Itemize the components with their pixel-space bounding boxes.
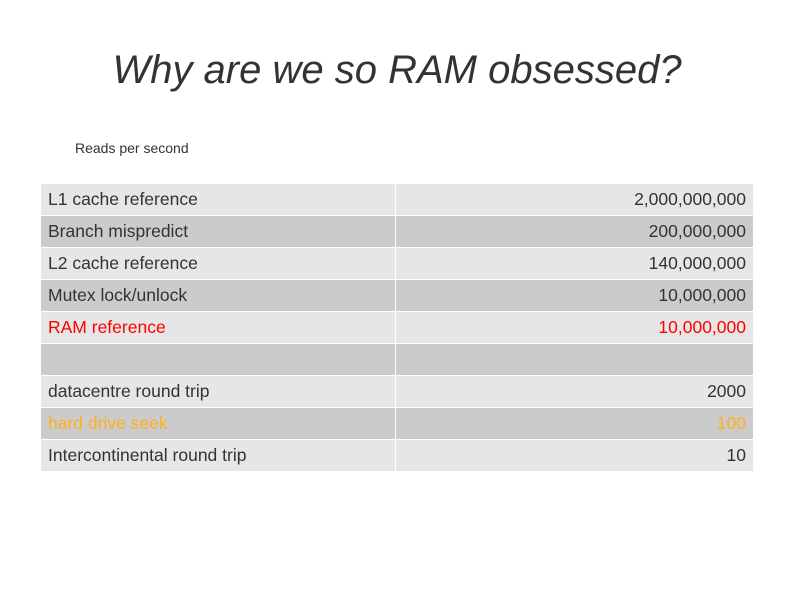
row-value: 2000 — [395, 375, 754, 408]
table-row-intercontinental: Intercontinental round trip 10 — [40, 439, 754, 472]
slide-title: Why are we so RAM obsessed? — [112, 48, 682, 92]
table-row-hard-drive-seek: hard drive seek 100 — [40, 407, 754, 440]
reads-per-second-table: L1 cache reference 2,000,000,000 Branch … — [40, 183, 754, 472]
table-row-ram-reference: RAM reference 10,000,000 — [40, 311, 754, 344]
row-value: 10,000,000 — [395, 279, 754, 312]
row-value: 2,000,000,000 — [395, 183, 754, 216]
row-label: Mutex lock/unlock — [40, 279, 396, 312]
row-label: L1 cache reference — [40, 183, 396, 216]
table-row-mutex: Mutex lock/unlock 10,000,000 — [40, 279, 754, 312]
row-value: 140,000,000 — [395, 247, 754, 280]
row-value: 10,000,000 — [395, 311, 754, 344]
table-caption: Reads per second — [75, 140, 189, 156]
row-label: hard drive seek — [40, 407, 396, 440]
row-value: 100 — [395, 407, 754, 440]
row-label: L2 cache reference — [40, 247, 396, 280]
row-label — [40, 343, 396, 376]
row-label: datacentre round trip — [40, 375, 396, 408]
table-row-l2-cache: L2 cache reference 140,000,000 — [40, 247, 754, 280]
row-label: RAM reference — [40, 311, 396, 344]
table-row-datacentre: datacentre round trip 2000 — [40, 375, 754, 408]
row-label: Branch mispredict — [40, 215, 396, 248]
row-value: 10 — [395, 439, 754, 472]
table-row-branch-mispredict: Branch mispredict 200,000,000 — [40, 215, 754, 248]
row-label: Intercontinental round trip — [40, 439, 396, 472]
row-value: 200,000,000 — [395, 215, 754, 248]
table-row-empty — [40, 343, 754, 376]
row-value — [395, 343, 754, 376]
table-row-l1-cache: L1 cache reference 2,000,000,000 — [40, 183, 754, 216]
